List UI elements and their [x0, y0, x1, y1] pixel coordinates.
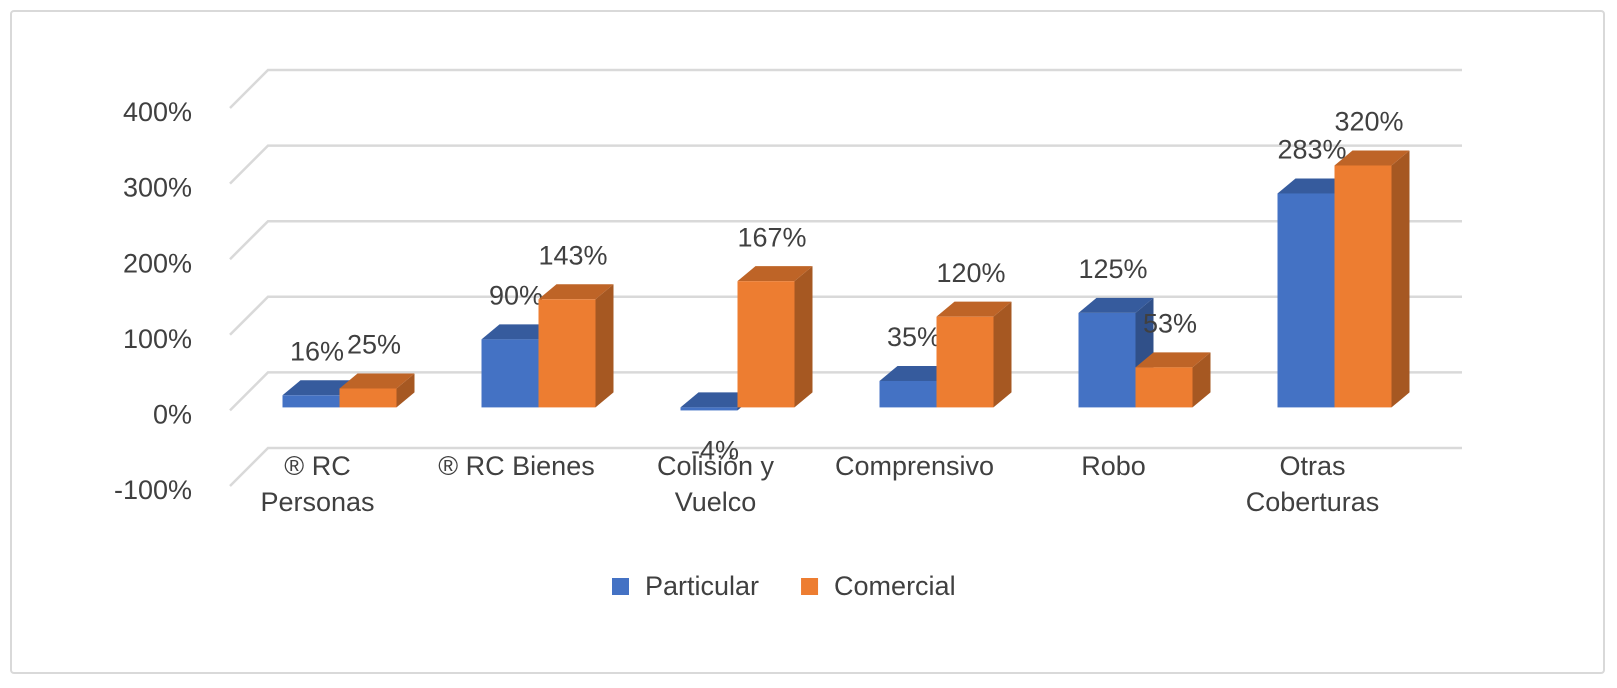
value-label: 320% [1334, 107, 1403, 137]
bar [1078, 312, 1136, 408]
bar-3d [1135, 352, 1211, 408]
bar-top [1078, 297, 1154, 313]
bar [680, 407, 738, 411]
value-label: 35% [887, 322, 941, 352]
y-tick-label: -100% [114, 475, 192, 505]
value-label: 283% [1277, 135, 1346, 165]
x-tick-label: Comprensivo [834, 451, 995, 481]
x-tick-label: Colisión y Vuelco [656, 451, 775, 517]
bar-side [993, 301, 1012, 408]
value-label: 120% [936, 258, 1005, 288]
y-tick-label: 400% [123, 97, 192, 127]
value-label: 143% [538, 240, 607, 270]
bar [879, 380, 937, 408]
legend-swatch [612, 578, 629, 595]
bar-top [1277, 178, 1353, 194]
grid-line [229, 371, 1462, 412]
grid-line [229, 295, 1462, 336]
bar-top [1135, 352, 1211, 368]
bar-top [737, 266, 813, 282]
value-label: 16% [290, 336, 344, 366]
value-label: 125% [1078, 254, 1147, 284]
bar-side [1391, 150, 1410, 408]
legend-label: Comercial [834, 571, 956, 601]
bar [936, 316, 994, 408]
bar-side [794, 266, 813, 408]
bar-side [595, 284, 614, 408]
y-tick-label: 300% [123, 173, 192, 203]
bar-top [481, 324, 557, 340]
bar-3d [538, 284, 614, 408]
y-tick-label: 200% [123, 248, 192, 278]
bar-3d [737, 266, 813, 408]
bar [1277, 193, 1335, 408]
value-label: 90% [489, 280, 543, 310]
legend-label: Particular [645, 571, 759, 601]
grid-line [229, 68, 1462, 109]
bar [1334, 165, 1392, 408]
value-label: 53% [1143, 308, 1197, 338]
bar-top [680, 392, 756, 408]
bar-side [1192, 352, 1211, 408]
bar-3d [936, 301, 1012, 408]
y-tick-label: 100% [123, 324, 192, 354]
x-tick-label: ® RC Bienes [438, 451, 595, 481]
value-label: 25% [347, 330, 401, 360]
x-tick-label: Robo [1081, 451, 1146, 481]
bar [282, 395, 340, 408]
bar [1135, 367, 1193, 408]
bar [339, 388, 397, 408]
bar-top [936, 301, 1012, 317]
bar [737, 281, 795, 408]
bar-top [1334, 150, 1410, 166]
bar [481, 339, 539, 408]
bar-top [879, 365, 955, 381]
bar-3d [339, 373, 415, 408]
bar-3d [1334, 150, 1410, 408]
y-tick-label: 0% [153, 400, 192, 430]
x-tick-label: Otras Coberturas [1245, 451, 1380, 517]
grid-line [229, 446, 1462, 487]
value-label: -4% [691, 436, 739, 466]
value-label: 167% [737, 222, 806, 252]
grid-line [229, 144, 1462, 185]
x-tick-label: ® RC Personas [260, 451, 375, 517]
chart-frame [10, 10, 1605, 674]
bar [538, 299, 596, 408]
legend-swatch [801, 578, 819, 595]
bar-side [396, 373, 415, 408]
grid-line [229, 219, 1462, 261]
bar-top [339, 373, 415, 389]
bar-top [282, 380, 358, 396]
bar-top [538, 284, 614, 300]
